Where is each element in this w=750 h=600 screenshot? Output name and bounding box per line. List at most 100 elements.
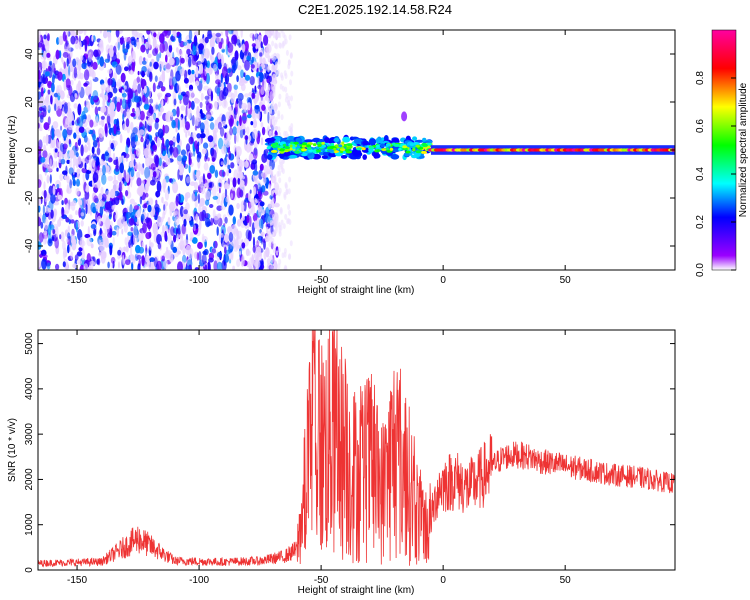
spectrogram-noise-blob — [127, 184, 130, 193]
spectrogram-band-blob — [398, 147, 402, 151]
spectrogram-noise-blob — [284, 213, 288, 220]
spectrogram-noise-blob — [289, 79, 292, 86]
spectrogram-noise-blob — [191, 69, 195, 75]
spectrogram-noise-blob — [165, 158, 171, 166]
spectrogram-noise-blob — [101, 252, 106, 260]
snr-x-ticks: -150 -100 -50 0 50 — [67, 330, 571, 586]
spectrogram-noise-blob — [198, 204, 202, 213]
spectrogram-noise-blob — [188, 152, 191, 164]
spectrogram-noise-blob — [46, 262, 51, 270]
spectrogram-noise-blob — [199, 197, 205, 204]
spectrogram-noise-blob — [208, 86, 212, 96]
spectrogram-noise-blob — [221, 99, 228, 109]
spectrogram-noise-blob — [131, 50, 136, 63]
spectrogram-band-blob — [302, 144, 307, 148]
spectrogram-noise-blob — [163, 124, 170, 134]
spectrogram-noise-blob — [232, 177, 237, 188]
spectrogram-noise-blob — [189, 220, 194, 227]
spectrogram-noise-blob — [244, 74, 251, 81]
spectrogram-noise-blob — [165, 92, 172, 98]
spectrogram-noise-blob — [88, 52, 93, 63]
spectrogram-noise-blob — [98, 235, 102, 240]
spectrogram-noise-blob — [204, 65, 207, 77]
spectrogram-noise-blob — [122, 221, 127, 227]
spectrogram-noise-blob — [246, 114, 252, 119]
spectrogram-noise-blob — [185, 244, 192, 256]
spectrogram-noise-blob — [133, 159, 136, 167]
spectrogram-noise-blob — [166, 229, 171, 236]
spectrogram-noise-blob — [269, 91, 274, 102]
spectrogram-noise-blob — [228, 232, 234, 242]
spectrogram-noise-blob — [70, 79, 74, 86]
spectrogram-noise-blob — [47, 33, 50, 42]
spectrogram-noise-blob — [189, 181, 196, 186]
spectrogram-noise-blob — [40, 87, 44, 97]
spectrogram-noise-blob — [240, 179, 245, 187]
spectrogram-noise-blob — [148, 224, 151, 232]
spectrogram-noise-blob — [217, 121, 222, 130]
spectrogram-noise-blob — [171, 119, 176, 129]
spectrogram-noise-blob — [68, 85, 73, 97]
spectrogram-noise-blob — [57, 219, 62, 227]
spectrogram-noise-blob — [109, 211, 113, 218]
spectrogram-noise-blob — [141, 70, 145, 78]
spectrogram-noise-blob — [130, 244, 133, 257]
spectrogram-noise-blob — [135, 210, 141, 218]
spectrogram-band-blob — [385, 143, 391, 147]
spectrogram-noise-blob — [230, 193, 234, 199]
spectrogram-noise-blob — [162, 143, 166, 152]
spectrogram-noise-blob — [204, 264, 208, 270]
spectrogram-noise-blob — [39, 114, 44, 123]
spectrogram-noise-blob — [155, 190, 161, 198]
spectrogram-noise-blob — [113, 123, 117, 135]
spectrogram-band-blob — [301, 148, 307, 152]
spectrogram-noise-blob — [143, 147, 149, 158]
spectrogram-y-ticks: -40 -20 0 20 40 — [24, 48, 675, 253]
spectrogram-noise-blob — [154, 215, 158, 220]
spectrogram-noise-blob — [225, 79, 228, 85]
spectrogram-noise-blob — [242, 204, 245, 211]
spectrogram-noise-blob — [161, 71, 166, 82]
spectrogram-noise-blob — [263, 72, 266, 80]
spectrogram-noise-blob — [222, 86, 229, 97]
spectrogram-band-blob — [321, 155, 328, 159]
colorbar-gradient — [711, 29, 737, 271]
spectrogram-noise-blob — [277, 101, 281, 108]
spectrogram-noise-blob — [116, 78, 122, 90]
spectrogram-noise-blob — [91, 35, 94, 42]
spectrogram-noise-blob — [230, 92, 235, 104]
spectrogram-noise-blob — [129, 204, 133, 216]
spectrogram-noise-blob — [224, 254, 230, 263]
spectrogram-noise-blob — [188, 136, 194, 145]
spectrogram-noise-blob — [70, 251, 74, 260]
spectrogram-noise-blob — [123, 246, 126, 252]
spectrogram-noise-blob — [280, 163, 284, 170]
spectrogram-noise-blob — [224, 75, 228, 81]
spectrogram-noise-blob — [286, 218, 290, 225]
spectrogram-noise-blob — [272, 213, 275, 220]
spectrogram-noise-blob — [152, 222, 158, 235]
spectrogram-noise-blob — [260, 187, 263, 195]
snr-plot-area — [38, 330, 675, 568]
spectrogram-noise-blob — [236, 75, 239, 83]
spectrogram-noise-blob — [254, 105, 260, 110]
spectrogram-noise-blob — [200, 185, 206, 195]
spectrogram-noise-blob — [131, 84, 138, 90]
spectrogram-noise-blob — [257, 205, 263, 217]
spectrogram-noise-blob — [272, 265, 276, 270]
spectrogram-noise-blob — [270, 30, 274, 34]
spectrogram-noise-blob — [227, 244, 233, 254]
spectrogram-noise-blob — [78, 41, 82, 50]
spectrogram-noise-blob — [126, 108, 131, 120]
spectrogram-noise-blob — [191, 55, 197, 66]
spectrogram-noise-blob — [237, 172, 244, 179]
spectrogram-noise-blob — [248, 141, 255, 146]
spectrogram-noise-blob — [165, 139, 170, 149]
spectrogram-noise-blob — [207, 261, 210, 270]
spectrogram-noise-blob — [197, 241, 203, 250]
spectrogram-noise-blob — [244, 40, 249, 52]
spectrogram-noise-blob — [38, 205, 41, 213]
spectrogram-noise-blob — [179, 233, 183, 239]
x-tick-label: -50 — [314, 275, 329, 286]
spectrogram-noise-blob — [196, 106, 200, 115]
